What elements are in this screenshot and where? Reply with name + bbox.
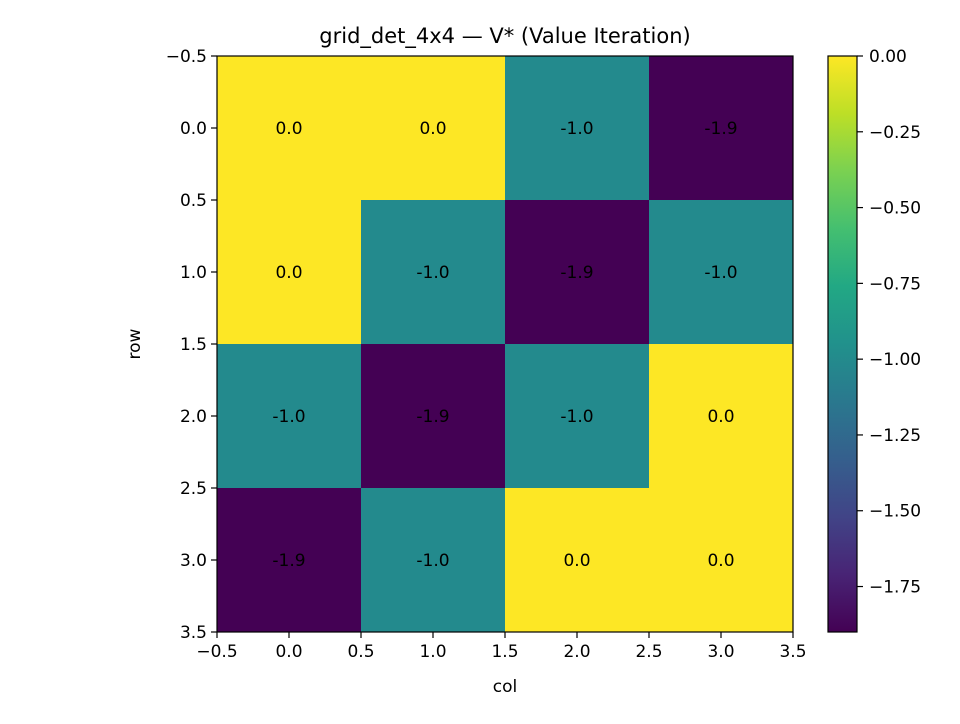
y-tick-label: 3.0	[180, 551, 207, 571]
x-tick-label: 3.0	[707, 642, 734, 662]
colorbar-tick-label: −1.00	[869, 350, 921, 370]
x-tick-label: 1.0	[419, 642, 446, 662]
x-tick-label: 2.0	[563, 642, 590, 662]
heatmap-cell-r3-c1	[361, 488, 506, 633]
colorbar-tick-label: −1.50	[869, 502, 921, 522]
x-tick-label: 0.5	[347, 642, 374, 662]
heatmap-cell-r3-c0	[217, 488, 362, 633]
cell-label-r1-c3: -1.0	[704, 263, 737, 283]
y-axis-ticks: −0.5 0.0 0.5 1.0 1.5 2.0 2.5 3.0 3.5	[166, 47, 217, 643]
colorbar-tick-label: −1.25	[869, 426, 921, 446]
cell-label-r0-c1: 0.0	[419, 119, 446, 139]
y-tick-label: 2.0	[180, 407, 207, 427]
y-tick-label: 3.5	[180, 623, 207, 643]
y-tick-label: 0.0	[180, 119, 207, 139]
x-tick-label: 0.0	[275, 642, 302, 662]
cell-label-r0-c0: 0.0	[275, 119, 302, 139]
cell-label-r1-c0: 0.0	[275, 263, 302, 283]
heatmap-cell-r0-c1	[361, 56, 506, 201]
cell-label-r2-c0: -1.0	[272, 407, 305, 427]
colorbar-tick-label: −1.75	[869, 578, 921, 598]
y-tick-label: 1.5	[180, 335, 207, 355]
x-tick-label: 1.5	[491, 642, 518, 662]
heatmap-cell-r2-c3	[649, 344, 794, 489]
chart-title: grid_det_4x4 — V* (Value Iteration)	[319, 24, 690, 49]
y-tick-label: 0.5	[180, 191, 207, 211]
cell-label-r0-c2: -1.0	[560, 119, 593, 139]
heatmap-cell-r0-c0	[217, 56, 362, 201]
y-axis-label: row	[125, 328, 145, 359]
heatmap-cell-r1-c3	[649, 200, 794, 345]
x-axis-label: col	[493, 677, 517, 697]
heatmap-cell-r0-c2	[505, 56, 650, 201]
cell-label-r2-c3: 0.0	[707, 407, 734, 427]
cell-label-r3-c3: 0.0	[707, 551, 734, 571]
colorbar-ticks: 0.00 −0.25 −0.50 −0.75 −1.00 −1.25 −1.50 −1.75	[857, 47, 921, 598]
x-axis-ticks: −0.5 0.0 0.5 1.0 1.5 2.0 2.5 3.0 3.5	[196, 632, 807, 662]
heatmap-cell-r1-c0	[217, 200, 362, 345]
cell-label-r2-c2: -1.0	[560, 407, 593, 427]
heatmap-cell-labels: 0.0 0.0 -1.0 -1.9 0.0 -1.0 -1.9 -1.0 -1.0 -1.9 -1.…	[272, 119, 737, 571]
heatmap-cells	[217, 56, 794, 633]
cell-label-r3-c0: -1.9	[272, 551, 305, 571]
y-tick-label: 1.0	[180, 263, 207, 283]
colorbar	[828, 56, 857, 632]
heatmap-cell-r1-c2	[505, 200, 650, 345]
heatmap-cell-r1-c1	[361, 200, 506, 345]
heatmap-cell-r3-c3	[649, 488, 794, 633]
y-tick-label: −0.5	[166, 47, 207, 67]
cell-label-r3-c2: 0.0	[563, 551, 590, 571]
heatmap-cell-r0-c3	[649, 56, 794, 201]
y-tick-label: 2.5	[180, 479, 207, 499]
colorbar-tick-label: −0.25	[869, 123, 921, 143]
x-tick-label: 3.5	[779, 642, 806, 662]
colorbar-tick-label: −0.75	[869, 274, 921, 294]
colorbar-frame	[827, 55, 858, 633]
cell-label-r2-c1: -1.9	[416, 407, 449, 427]
heatmap-cell-r2-c1	[361, 344, 506, 489]
x-tick-label: 2.5	[635, 642, 662, 662]
x-tick-label: −0.5	[196, 642, 237, 662]
colorbar-tick-label: −0.50	[869, 199, 921, 219]
heatmap-cell-r2-c0	[217, 344, 362, 489]
heatmap-cell-r3-c2	[505, 488, 650, 633]
cell-label-r0-c3: -1.9	[704, 119, 737, 139]
colorbar-tick-label: 0.00	[869, 47, 907, 67]
cell-label-r1-c2: -1.9	[560, 263, 593, 283]
cell-label-r3-c1: -1.0	[416, 551, 449, 571]
cell-label-r1-c1: -1.0	[416, 263, 449, 283]
heatmap-cell-r2-c2	[505, 344, 650, 489]
